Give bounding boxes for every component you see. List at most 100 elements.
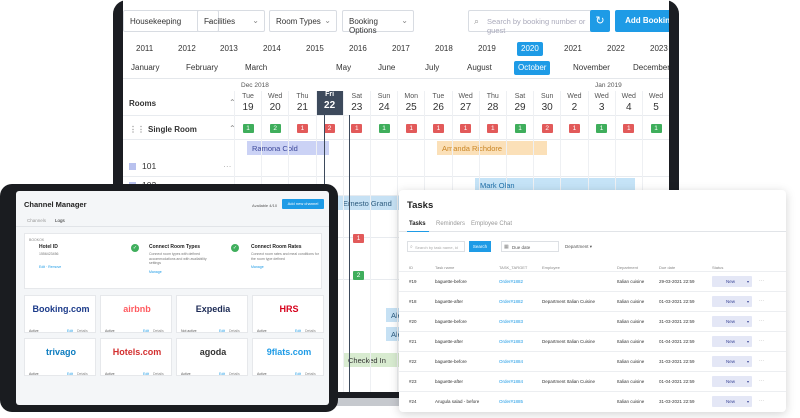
more-icon[interactable]: ··· (759, 338, 764, 344)
column-header-6[interactable]: Status (712, 265, 724, 270)
details-link[interactable]: Details (153, 329, 164, 333)
day-column-23[interactable]: Sat 23 (344, 93, 370, 113)
task-target[interactable]: Order#1883 (499, 319, 524, 324)
table-row[interactable]: #21 baguette-after Order#1883 Department It… (399, 331, 786, 351)
facilities-dropdown[interactable]: Facilities ⌄ (197, 10, 265, 32)
more-icon[interactable]: ··· (759, 318, 764, 324)
status-dropdown[interactable]: New ▾ (712, 376, 752, 387)
edit-link[interactable]: Edit (67, 372, 74, 376)
table-row[interactable]: #23 baguette-after Order#1884 Department It… (399, 371, 786, 391)
more-icon[interactable]: ··· (759, 378, 764, 384)
more-icon[interactable]: ··· (759, 398, 764, 404)
more-icon[interactable]: ··· (223, 161, 232, 171)
channel-card-expedia[interactable]: Expedia Not active Edit Details (176, 295, 248, 333)
edit-remove-link[interactable]: Edit · Remove (39, 264, 62, 269)
day-column-3[interactable]: Wed 3 (589, 93, 615, 113)
tab-tasks[interactable]: Tasks (409, 221, 426, 227)
day-column-5[interactable]: Wed 5 (643, 93, 669, 113)
booking-search-input[interactable]: ⌕ Search by booking number or guest (468, 10, 598, 35)
details-link[interactable]: Details (77, 372, 88, 376)
day-column-2[interactable]: Wed 2 (561, 93, 587, 113)
booking-checked-in[interactable]: Checked In (343, 353, 403, 367)
room-row-101[interactable]: 101 ··· (129, 161, 232, 171)
edit-link[interactable]: Edit (219, 372, 226, 376)
day-column-25[interactable]: Mon 25 (398, 93, 424, 113)
year-2021[interactable]: 2021 (564, 44, 582, 53)
channel-card-hrs[interactable]: HRS Active Edit Details (252, 295, 324, 333)
column-header-5[interactable]: Due date (659, 265, 676, 270)
month-november[interactable]: November (573, 63, 610, 72)
manage-link[interactable]: Manage (149, 269, 162, 274)
refresh-button[interactable]: ↻ (590, 10, 610, 32)
manage-link[interactable]: Manage (251, 265, 264, 269)
year-2012[interactable]: 2012 (178, 44, 196, 53)
year-2020[interactable]: 2020 (517, 42, 543, 56)
booking-mark-olan[interactable]: Mark Olan (475, 178, 635, 192)
year-2019[interactable]: 2019 (478, 44, 496, 53)
task-target[interactable]: Order#1883 (499, 339, 524, 344)
year-2013[interactable]: 2013 (220, 44, 238, 53)
edit-link[interactable]: Edit (143, 372, 150, 376)
task-target[interactable]: Order#1884 (499, 359, 524, 364)
status-dropdown[interactable]: New ▾ (712, 356, 752, 367)
channel-card-hotelscom[interactable]: Hotels.com Active Edit Details (100, 338, 172, 376)
status-dropdown[interactable]: New ▾ (712, 336, 752, 347)
room-types-dropdown[interactable]: Room Types ⌄ (269, 10, 337, 32)
more-icon[interactable]: ··· (759, 358, 764, 364)
day-column-19[interactable]: Tue 19 (235, 93, 261, 113)
table-row[interactable]: #19 baguette-before Order#1882 Italian cuis… (399, 271, 786, 291)
edit-link[interactable]: Edit (295, 372, 302, 376)
year-2018[interactable]: 2018 (435, 44, 453, 53)
add-booking-button[interactable]: Add Booking (615, 10, 669, 32)
details-link[interactable]: Details (229, 372, 240, 376)
due-date-filter[interactable]: ▦ Due date (501, 241, 559, 252)
booking-options-dropdown[interactable]: Booking Options ⌄ (342, 10, 414, 35)
year-2015[interactable]: 2015 (306, 44, 324, 53)
month-march[interactable]: March (245, 63, 268, 72)
column-header-3[interactable]: Employee (542, 265, 560, 270)
tab-channels[interactable]: Channels (27, 218, 47, 223)
edit-link[interactable]: Edit (143, 329, 150, 333)
day-column-26[interactable]: Tue 26 (425, 93, 451, 113)
month-october[interactable]: October (514, 61, 551, 75)
month-june[interactable]: June (378, 63, 396, 72)
tab-reminders[interactable]: Reminders (436, 221, 466, 227)
table-row[interactable]: #18 baguette-after Order#1882 Department It… (399, 291, 786, 311)
year-2014[interactable]: 2014 (263, 44, 281, 53)
chevron-up-icon[interactable]: ⌃ (229, 98, 236, 107)
column-header-1[interactable]: Task name (435, 265, 455, 270)
day-column-30[interactable]: Sun 30 (534, 93, 560, 113)
day-column-20[interactable]: Wed 20 (262, 93, 288, 113)
day-column-22[interactable]: Fri 22 (316, 91, 343, 115)
details-link[interactable]: Details (305, 329, 316, 333)
day-column-24[interactable]: Sun 24 (371, 93, 397, 113)
more-icon[interactable]: ··· (759, 298, 764, 304)
day-column-28[interactable]: Thu 28 (480, 93, 506, 113)
status-dropdown[interactable]: New ▾ (712, 296, 752, 307)
day-column-29[interactable]: Sat 29 (507, 93, 533, 113)
day-column-27[interactable]: Wed 27 (453, 93, 479, 113)
day-column-4[interactable]: Wed 4 (616, 93, 642, 113)
year-2022[interactable]: 2022 (607, 44, 625, 53)
month-january[interactable]: January (131, 63, 160, 72)
task-target[interactable]: Order#1884 (499, 379, 524, 384)
status-dropdown[interactable]: New ▾ (712, 396, 752, 407)
status-dropdown[interactable]: New ▾ (712, 316, 752, 327)
add-channel-button[interactable]: Add new channel (282, 199, 324, 209)
channel-card-9flatscom[interactable]: 9flats.com Active Edit Details (252, 338, 324, 376)
month-july[interactable]: July (425, 63, 440, 72)
column-header-4[interactable]: Department (617, 265, 638, 270)
details-link[interactable]: Details (77, 329, 88, 333)
task-target[interactable]: Order#1885 (499, 399, 524, 404)
task-target[interactable]: Order#1882 (499, 279, 524, 284)
room-type-single[interactable]: ⋮⋮ Single Room (129, 125, 197, 134)
edit-link[interactable]: Edit (219, 329, 226, 333)
year-2023[interactable]: 2023 (650, 44, 668, 53)
year-2017[interactable]: 2017 (392, 44, 410, 53)
table-row[interactable]: #22 baguette-before Order#1884 Italian cuis… (399, 351, 786, 371)
table-row[interactable]: #24 Arugula salad - before Order#1885 Itali… (399, 391, 786, 411)
department-filter[interactable]: Department ▾ (565, 244, 593, 249)
year-2016[interactable]: 2016 (349, 44, 367, 53)
month-august[interactable]: August (467, 63, 492, 72)
more-icon[interactable]: ··· (759, 278, 764, 284)
